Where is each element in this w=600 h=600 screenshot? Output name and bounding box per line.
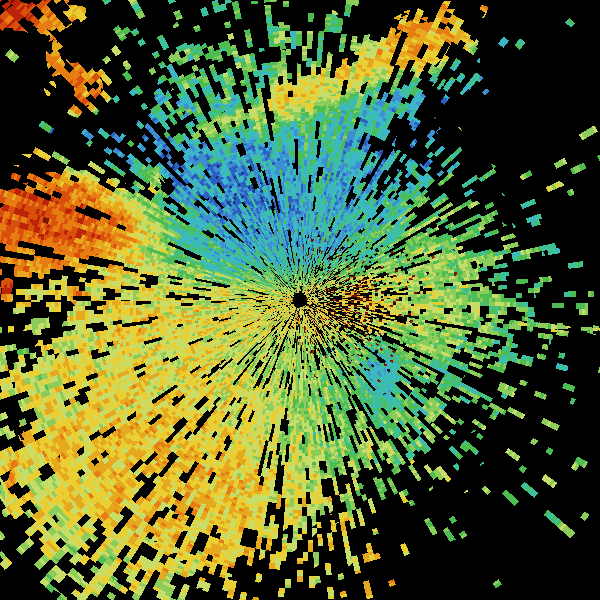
radar-ppi-canvas	[0, 0, 600, 600]
radar-image	[0, 0, 600, 600]
